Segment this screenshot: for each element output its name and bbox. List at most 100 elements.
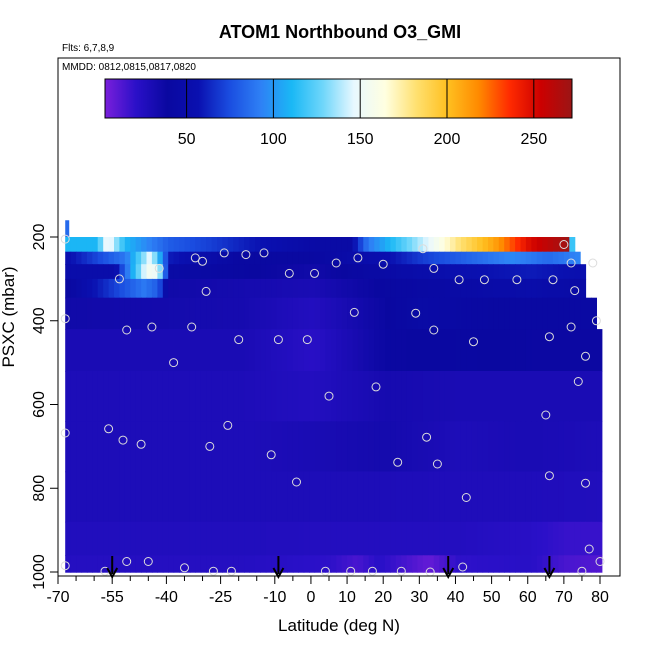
heatmap-cell [347, 278, 354, 299]
heatmap-cell [574, 251, 581, 265]
heatmap-cell [330, 421, 337, 473]
sample-point [461, 493, 471, 502]
heatmap-cell [401, 371, 408, 422]
heatmap-cell [374, 297, 381, 330]
heatmap-cell [341, 251, 348, 265]
heatmap-cell [439, 521, 446, 556]
heatmap-cell [141, 237, 148, 253]
heatmap-cell [265, 278, 272, 299]
sample-point [169, 358, 179, 368]
heatmap-cell [271, 555, 278, 573]
heatmap-cell [189, 329, 196, 372]
heatmap-cell [563, 521, 570, 556]
heatmap-cell [168, 251, 175, 265]
heatmap-cell [173, 421, 180, 473]
heatmap-cell [525, 471, 532, 523]
heatmap-cell [585, 297, 592, 330]
heatmap-cell [460, 237, 467, 253]
heatmap-cell [455, 521, 462, 556]
heatmap-cell [189, 237, 196, 253]
heatmap-cell [553, 329, 559, 372]
heatmap-cell [374, 251, 381, 265]
heatmap-cell [428, 371, 435, 422]
sample-point [136, 439, 146, 449]
heatmap-cell [336, 297, 343, 330]
heatmap-cell [271, 251, 278, 265]
heatmap-cell [412, 329, 419, 372]
sample-point [570, 286, 580, 296]
sample-point [259, 248, 269, 258]
heatmap-cell [92, 264, 99, 280]
heatmap-cell [569, 264, 576, 280]
heatmap-cell [97, 471, 104, 523]
heatmap-cell [282, 421, 288, 473]
heatmap-cell [162, 297, 169, 330]
heatmap-cell [179, 421, 185, 473]
heatmap-cell [471, 297, 478, 330]
sample-point [588, 258, 598, 268]
heatmap-cell [455, 471, 462, 523]
heatmap-cell [412, 264, 419, 280]
heatmap-cell [515, 471, 522, 523]
heatmap-cell [146, 237, 153, 253]
heatmap-cell [200, 251, 207, 265]
heatmap-cell [65, 521, 72, 556]
heatmap-cell [498, 471, 505, 523]
heatmap-cell [341, 471, 348, 523]
heatmap-cell [509, 555, 516, 573]
heatmap-cell [130, 471, 137, 523]
heatmap-cell [395, 471, 402, 523]
sample-point [198, 256, 207, 266]
heatmap-cell [347, 237, 354, 253]
heatmap-cell [428, 421, 435, 473]
heatmap-cell [309, 264, 316, 280]
heatmap-cell [504, 264, 511, 280]
heatmap-cell [504, 329, 511, 372]
colorbar-tick-label: 200 [434, 131, 461, 148]
heatmap-cell [352, 555, 359, 573]
heatmap-cell [271, 237, 278, 253]
heatmap-cell [460, 371, 467, 422]
heatmap-cell [217, 329, 223, 372]
heatmap-cell [439, 371, 446, 422]
heatmap-cell [244, 297, 251, 330]
heatmap-cell [401, 297, 408, 330]
heatmap-cell [146, 555, 153, 573]
heatmap-cell [233, 371, 240, 422]
colorbar [104, 78, 573, 119]
heatmap-cell [390, 297, 397, 330]
heatmap-cell [151, 471, 158, 523]
heatmap-cell [498, 237, 505, 253]
heatmap-cell [466, 264, 473, 280]
heatmap-cell [211, 371, 218, 422]
heatmap-cell [395, 264, 402, 280]
heatmap-cell [357, 278, 364, 299]
heatmap-cell [114, 471, 120, 523]
heatmap-cell [374, 264, 381, 280]
heatmap-cell [498, 251, 505, 265]
sample-point [122, 325, 132, 335]
heatmap-cell [525, 237, 532, 253]
sample-point [454, 275, 464, 285]
heatmap-cell [314, 251, 321, 265]
heatmap-cell [168, 421, 175, 473]
heatmap-cell [168, 555, 175, 573]
heatmap-cell [563, 471, 570, 523]
heatmap-cell [65, 371, 72, 422]
heatmap-cell [70, 329, 77, 372]
heatmap-cell [336, 421, 343, 473]
heatmap-cell [455, 237, 462, 253]
heatmap-cell [151, 264, 158, 280]
heatmap-cell [482, 251, 489, 265]
heatmap-cell [428, 297, 435, 330]
heatmap-cell [70, 471, 77, 523]
heatmap-cell [271, 371, 278, 422]
heatmap-cell [460, 329, 467, 372]
heatmap-cell [276, 237, 283, 253]
heatmap-cell [238, 278, 245, 299]
heatmap-cell [515, 297, 522, 330]
heatmap-cell [591, 471, 597, 523]
heatmap-cell [352, 521, 359, 556]
heatmap-cell [574, 278, 581, 299]
heatmap-cell [320, 471, 326, 523]
